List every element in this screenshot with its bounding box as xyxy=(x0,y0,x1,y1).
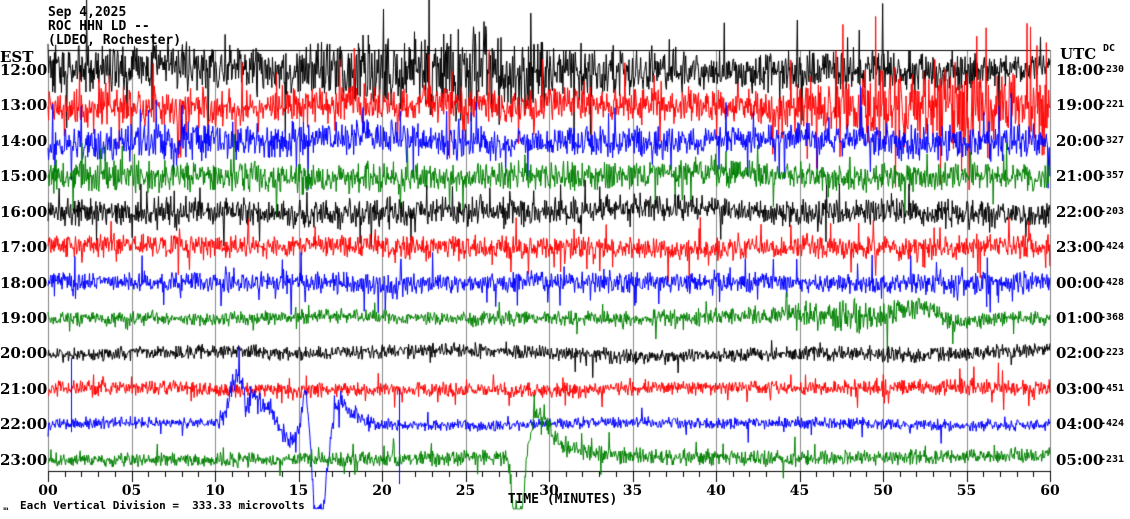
utc-hour-label: 00:00 xyxy=(1056,273,1104,292)
est-hour-label: 14:00 xyxy=(0,131,48,150)
utc-hour-label: 20:00 xyxy=(1056,131,1104,150)
x-tick-label: 20 xyxy=(372,483,392,499)
dc-offset-value: -230 xyxy=(1100,64,1125,75)
est-hour-label: 15:00 xyxy=(0,167,48,186)
dc-offset-value: -223 xyxy=(1100,347,1125,359)
x-tick-label: 40 xyxy=(706,483,726,499)
x-tick-label: 00 xyxy=(38,483,58,499)
utc-hour-label: 18:00 xyxy=(1056,61,1104,79)
est-hour-label: 16:00 xyxy=(0,202,48,221)
dc-offset-value: -428 xyxy=(1100,276,1125,288)
utc-hour-label: 21:00 xyxy=(1056,167,1104,186)
x-tick-label: 55 xyxy=(956,483,977,499)
est-hour-label: 20:00 xyxy=(0,344,48,363)
est-hour-label: 13:00 xyxy=(0,96,48,115)
x-tick-label: 10 xyxy=(205,483,225,499)
est-hour-label: 17:00 xyxy=(0,238,48,257)
x-axis-title: TIME (MINUTES) xyxy=(507,492,618,507)
scale-footnote: Each Vertical Division = 333.33 microvol… xyxy=(20,499,305,512)
right-timezone-label: UTC xyxy=(1060,45,1097,63)
est-hour-label: 12:00 xyxy=(0,61,48,79)
est-hour-label: 19:00 xyxy=(0,308,48,327)
x-tick-label: 50 xyxy=(873,483,893,499)
dc-offset-value: -203 xyxy=(1100,205,1125,217)
x-tick-label: 25 xyxy=(455,483,476,499)
x-tick-label: 15 xyxy=(288,483,309,499)
est-hour-label: 21:00 xyxy=(0,379,48,398)
utc-hour-label: 22:00 xyxy=(1056,202,1104,221)
x-tick-label: 30 xyxy=(539,483,559,499)
est-hour-label: 23:00 xyxy=(0,450,48,469)
dc-offset-value: -327 xyxy=(1100,134,1125,146)
utc-hour-label: 23:00 xyxy=(1056,238,1104,257)
dc-offset-value: -221 xyxy=(1100,99,1125,111)
x-tick-label: 60 xyxy=(1040,483,1060,499)
dc-offset-value: -424 xyxy=(1100,418,1125,430)
dc-column-header: DC xyxy=(1103,43,1116,54)
x-tick-label: 45 xyxy=(789,483,810,499)
left-timezone-label: EST xyxy=(0,48,34,66)
utc-hour-label: 03:00 xyxy=(1056,379,1104,398)
dc-offset-value: -231 xyxy=(1100,453,1125,465)
x-tick-label: 05 xyxy=(121,483,142,499)
utc-hour-label: 02:00 xyxy=(1056,344,1104,363)
corner-mark: ₘ xyxy=(3,502,9,512)
est-hour-label: 22:00 xyxy=(0,415,48,434)
x-tick-label: 35 xyxy=(622,483,643,499)
utc-hour-label: 04:00 xyxy=(1056,415,1104,434)
dc-offset-value: -368 xyxy=(1100,311,1125,323)
utc-hour-label: 01:00 xyxy=(1056,308,1104,327)
utc-hour-label: 05:00 xyxy=(1056,450,1104,469)
header-network: (LDEO, Rochester) xyxy=(48,33,182,48)
dc-offset-value: -357 xyxy=(1100,170,1125,182)
est-hour-label: 18:00 xyxy=(0,273,48,292)
utc-hour-label: 19:00 xyxy=(1056,96,1104,115)
dc-offset-value: -424 xyxy=(1100,241,1125,253)
header-station: ROC HHN LD -- xyxy=(48,19,150,34)
header-date: Sep 4,2025 xyxy=(48,5,127,20)
dc-offset-value: -451 xyxy=(1100,382,1125,394)
